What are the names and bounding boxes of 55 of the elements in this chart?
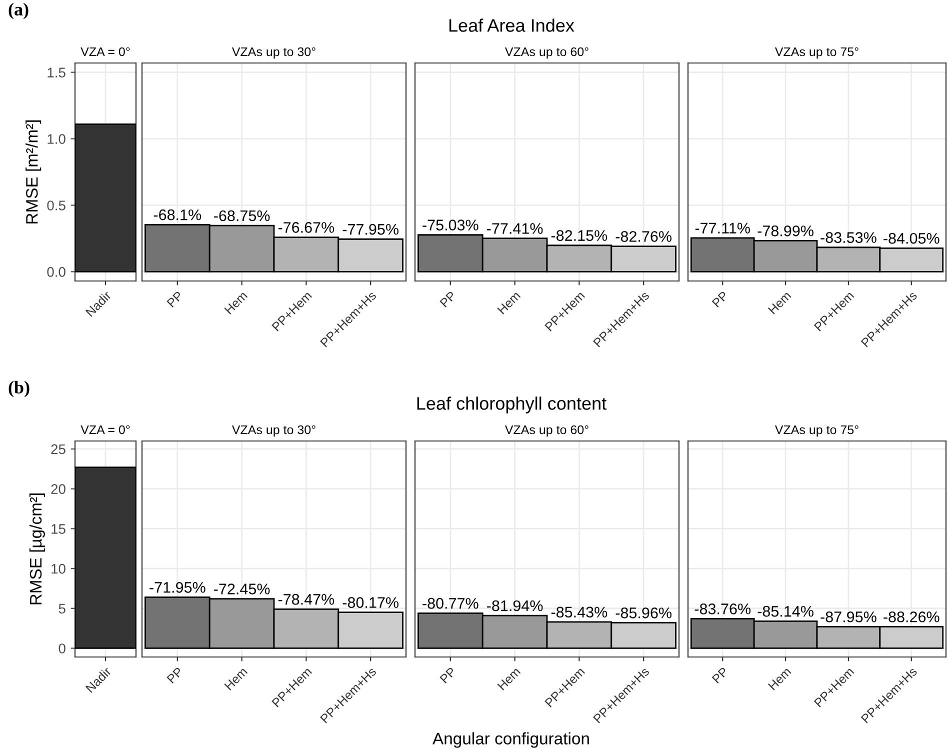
y-tick-label: 0 [58,644,66,654]
x-axis-title: Angular configuration [432,732,589,748]
x-tick-label: PP [440,290,456,308]
text: Leaf chlorophyll content [417,396,606,414]
y-tick-label: 0.0 [47,267,66,277]
y-tick-label: 0.5 [47,200,66,210]
annotation: -77.11% [695,222,750,234]
x-tick-label: PP [712,290,729,308]
annotation: -68.1% [154,209,202,220]
annotation: -82.15% [551,230,608,241]
text: (a) [8,2,28,20]
chart-title: VZAs up to 60° [504,425,588,437]
annotation: -78.47% [278,594,334,605]
x-tick-label: PP [166,666,184,684]
annotation: -77.95% [342,224,398,235]
annotation: -72.45% [214,584,270,594]
y-tick-label: 5 [58,604,66,614]
annotation: -80.77% [422,598,478,609]
annotation: -75.03% [422,220,478,230]
annotation: -85.14% [758,606,814,617]
y-tick-label: 15 [52,524,66,534]
annotation: -88.26% [884,611,940,622]
y-tick-label: 10 [52,564,66,574]
x-tick-label: PP [440,666,456,684]
y-tick-label: 20 [51,484,66,494]
chart-title: VZA = 0° [80,425,130,434]
annotation: -83.76% [694,604,751,614]
annotation: -85.96% [616,608,672,618]
annotation: -80.17% [342,597,398,608]
y-tick-label: 25 [51,444,66,454]
annotation: -82.76% [616,231,672,242]
annotation: -85.43% [551,606,608,618]
y-axis-title: RMSE [m²/m²] [26,120,42,224]
chart-title: VZAs up to 75° [774,425,858,437]
annotation: -68.75% [214,210,270,222]
y-tick-label: 1.0 [48,134,66,144]
annotation: -81.94% [487,600,543,612]
annotation: -83.53% [820,232,876,243]
annotation: -78.99% [758,225,814,236]
annotation: -71.95% [150,582,206,593]
annotation: -77.41% [487,223,543,234]
text: Leaf Area Index [449,18,574,32]
chart-title: VZAs up to 30° [232,425,316,437]
chart-title: VZAs up to 75° [774,47,858,59]
y-tick-label: 1.5 [48,68,66,78]
annotation: -76.67% [278,222,334,233]
text: (b) [8,380,30,398]
chart-title: VZA = 0° [80,47,130,56]
annotation: -87.95% [820,611,876,622]
y-axis-title: RMSE [µg/cm²] [29,494,45,604]
x-tick-label: PP [712,666,729,684]
chart-title: VZAs up to 60° [504,47,588,59]
x-tick-label: PP [166,290,184,308]
annotation: -84.05% [884,232,940,244]
chart-title: VZAs up to 30° [232,47,316,59]
